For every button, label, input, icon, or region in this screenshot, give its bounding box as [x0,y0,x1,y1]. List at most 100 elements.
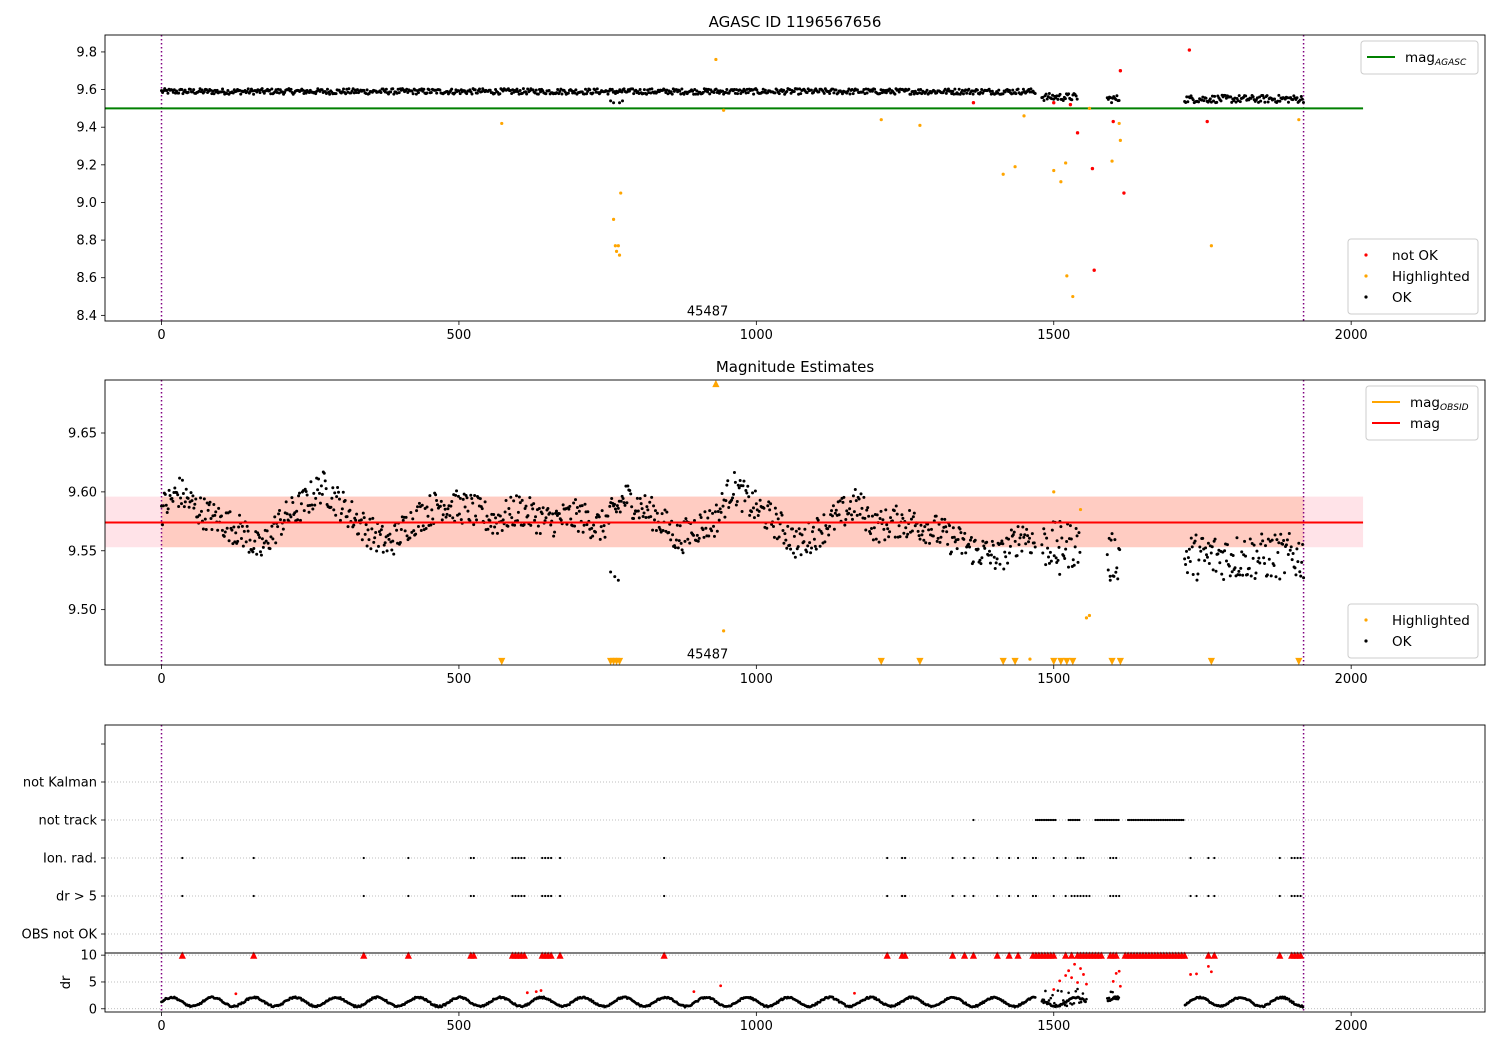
highlighted-point [879,118,883,122]
ok-point [188,87,192,91]
ok-point [714,503,718,507]
ok-point [225,526,229,530]
ok-point [442,503,446,507]
ok-point [1210,545,1214,549]
ok-point [1257,556,1261,560]
ok-point [1112,574,1116,578]
ok-point [832,91,836,95]
legend-label: Highlighted [1392,613,1470,629]
ok-point [553,530,557,534]
ok-point [738,479,742,483]
ok-point [456,494,460,498]
ok-point [1028,90,1032,94]
ok-point [1045,1002,1049,1006]
ok-point [850,513,854,517]
ok-point [970,89,974,93]
highlighted-offscale-marker [1069,657,1077,666]
ok-point [416,91,420,95]
flag-point [1103,818,1106,822]
ok-point [949,550,953,554]
ok-point [1183,557,1187,561]
flag-point [550,856,553,860]
ok-point [736,92,740,96]
ok-point [869,527,873,531]
ok-point [1206,541,1210,545]
flag-point [1134,818,1137,822]
ok-point [576,529,580,533]
ok-point [1240,550,1244,554]
ok-point [181,492,185,496]
ok-point [828,92,832,96]
ok-point [518,501,522,505]
ok-point [785,546,789,550]
ok-point [585,523,589,527]
ok-point [1053,1001,1056,1005]
ok-point [1027,540,1031,544]
ok-point [1007,551,1011,555]
ok-point [788,543,792,547]
ok-point [763,88,767,92]
ok-point [201,527,205,531]
ok-point [882,527,886,531]
ok-point [865,508,869,512]
ok-point [416,524,420,528]
ok-point [661,528,665,532]
ok-point [184,487,188,491]
ok-point [403,529,407,533]
ok-point [809,88,813,92]
not-ok-point [1085,982,1088,986]
ok-point [166,91,170,95]
flag-point [1296,894,1299,898]
ok-point [779,511,783,515]
ok-point [640,507,644,511]
ok-point [291,500,295,504]
ok-point [645,505,649,509]
ok-point [1287,532,1291,536]
ok-point [416,505,420,509]
ok-point [940,517,944,521]
ok-point [686,537,690,541]
ok-point [952,535,956,539]
flag-point [900,894,904,898]
y-tick-label: 0 [89,1002,97,1017]
ok-point [851,92,855,96]
ok-point [428,494,432,498]
flag-point [550,894,553,898]
ok-point [352,523,356,527]
ok-point [388,532,392,536]
flag-point [1115,818,1118,822]
highlighted-point [1087,106,1092,110]
flag-point [1148,818,1151,822]
not-ok-offscale-marker [1062,951,1070,959]
ok-point [859,492,863,496]
ok-point [551,512,555,516]
ok-point [840,92,844,96]
ok-point [783,532,787,536]
ok-point [608,504,612,508]
ok-point [554,511,558,515]
ok-point [1223,549,1227,553]
flag-point [1160,818,1164,822]
ok-point [1241,573,1245,577]
ok-point [320,88,324,92]
ok-point [277,512,281,516]
ok-point [1238,100,1242,104]
ok-point [1216,552,1220,556]
x-tick-label: 1500 [1037,672,1070,687]
ok-point [463,505,467,509]
legend-dot-marker [1364,639,1368,643]
ok-point [918,537,922,541]
ok-point [304,490,308,494]
ok-point [531,507,535,511]
ok-point [378,532,382,536]
ok-point [920,533,924,537]
ok-point [1218,561,1222,565]
flag-point [1112,856,1115,860]
ok-point [944,91,948,95]
ok-point [964,551,968,555]
ok-point [792,90,796,94]
flag-point [1045,818,1048,822]
not-ok-offscale-marker [556,951,564,959]
ok-point [625,501,629,505]
ok-point [217,506,221,510]
